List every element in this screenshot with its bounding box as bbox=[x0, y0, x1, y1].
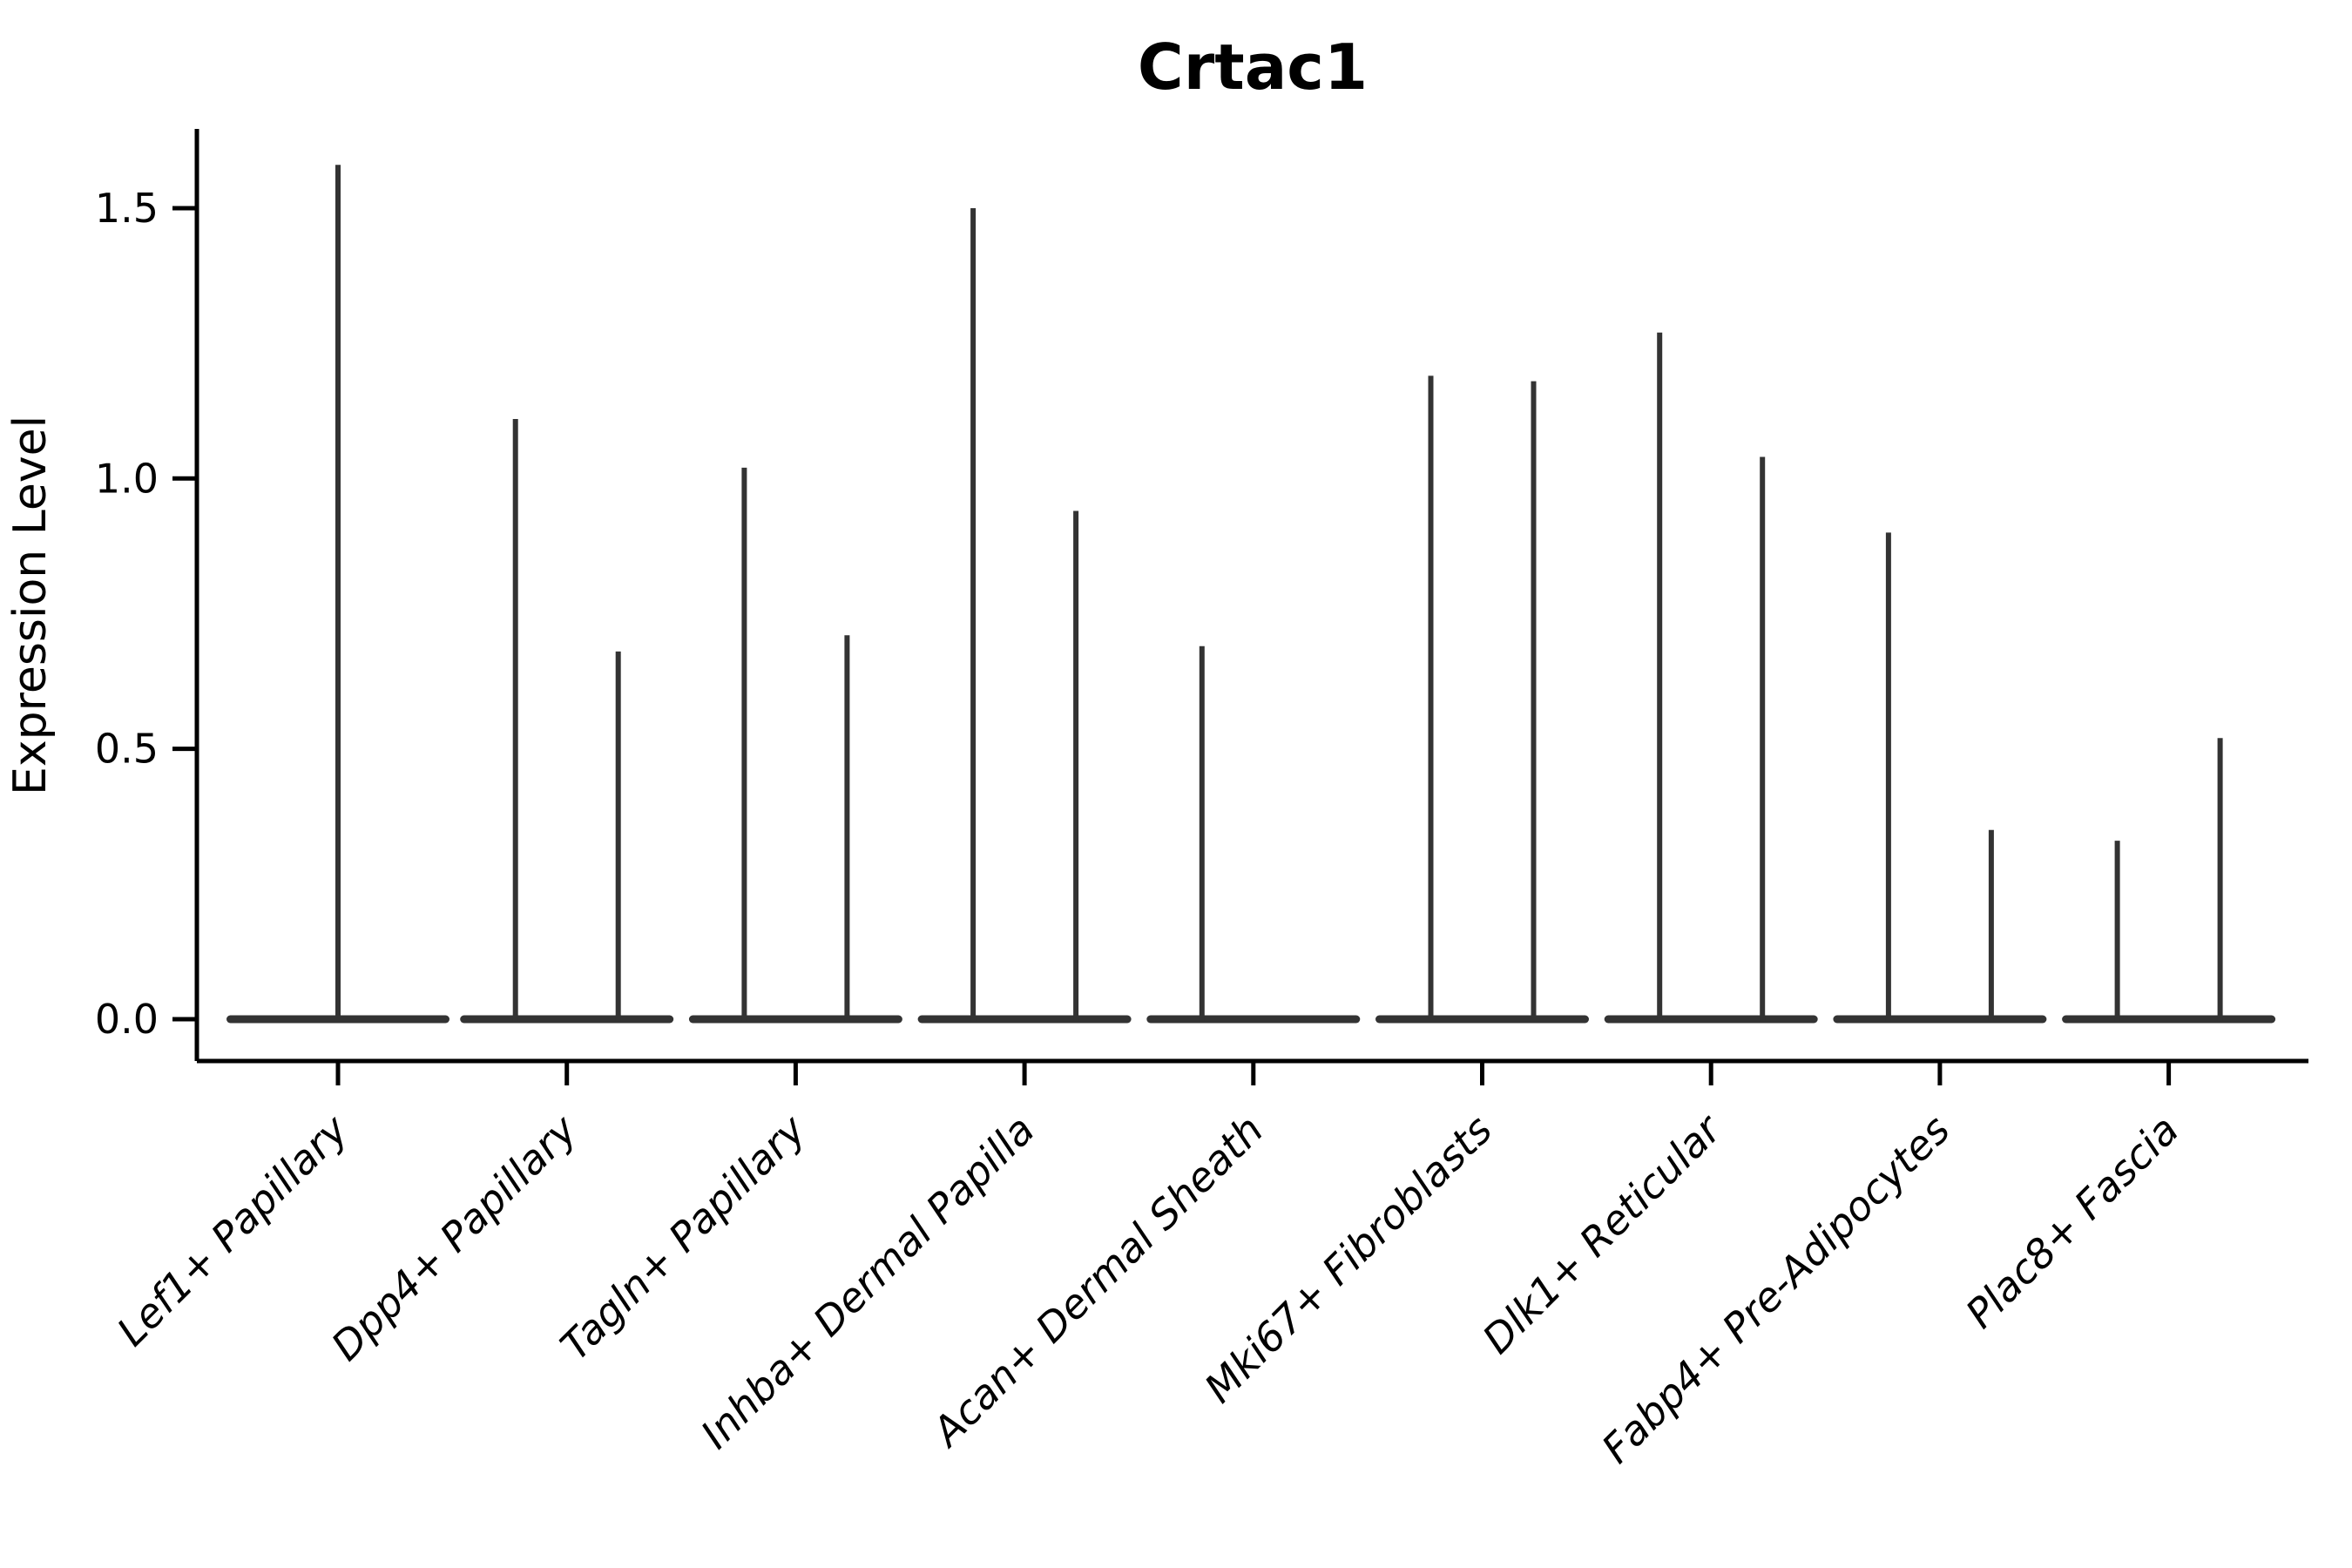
y-axis-label: Expression Level bbox=[4, 416, 57, 795]
chart-title: Crtac1 bbox=[1138, 30, 1368, 104]
x-tick-label: Plac8+ Fascia bbox=[1957, 1106, 2187, 1337]
x-tick-label: Dlk1+ Reticular bbox=[1473, 1104, 1732, 1362]
x-tick-label: Tagln+ Papillary bbox=[551, 1105, 815, 1369]
y-tick-label: 1.5 bbox=[95, 185, 159, 232]
y-tick-label: 1.0 bbox=[95, 455, 159, 502]
x-tick-label: Dpp4+ Papillary bbox=[322, 1105, 586, 1369]
x-tick-label: Lef1+ Papillary bbox=[108, 1105, 357, 1355]
y-tick-label: 0.0 bbox=[95, 996, 159, 1043]
y-tick-label: 0.5 bbox=[95, 726, 159, 773]
violins-group bbox=[226, 165, 2276, 1024]
